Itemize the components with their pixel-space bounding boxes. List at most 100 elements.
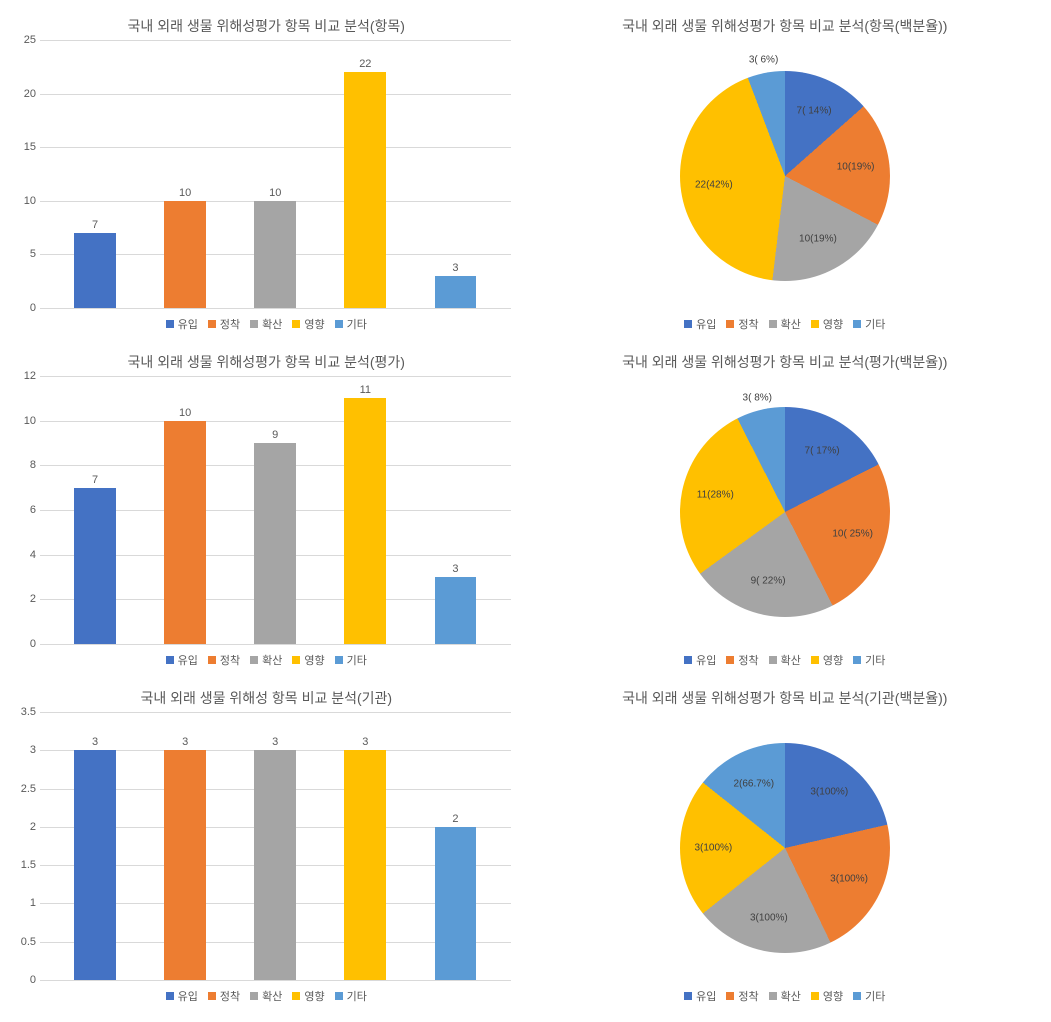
legend-swatch xyxy=(684,656,692,664)
ytick-label: 15 xyxy=(12,141,36,153)
legend-label: 영향 xyxy=(823,988,843,1004)
bar-value-label: 11 xyxy=(360,384,371,396)
bar: 3 xyxy=(419,262,491,308)
ytick-label: 0 xyxy=(12,638,36,650)
legend-label: 유입 xyxy=(696,988,716,1004)
ytick-label: 25 xyxy=(12,34,36,46)
bar-rect xyxy=(164,201,206,308)
legend-swatch xyxy=(335,992,343,1000)
legend: 유입정착확산영향기타 xyxy=(529,648,1042,676)
pie-slice-label: 7( 14%) xyxy=(797,105,832,116)
pie-plot-area: 7( 14%)10(19%)10(19%)22(42%)3( 6%) xyxy=(529,40,1042,312)
legend-swatch xyxy=(166,320,174,328)
legend-swatch xyxy=(853,656,861,664)
pie-chart-1: 국내 외래 생물 위해성평가 항목 비교 분석(항목(백분율)) 7( 14%)… xyxy=(529,10,1042,340)
legend-swatch xyxy=(335,656,343,664)
legend-label: 영향 xyxy=(304,316,324,332)
chart-title: 국내 외래 생물 위해성평가 항목 비교 분석(항목) xyxy=(10,16,523,36)
legend-label: 영향 xyxy=(304,652,324,668)
bar-rect xyxy=(254,443,296,644)
bar: 3 xyxy=(239,736,311,980)
bar: 9 xyxy=(239,429,311,644)
chart-title: 국내 외래 생물 위해성평가 항목 비교 분석(기관(백분율)) xyxy=(529,688,1042,708)
legend-item: 확산 xyxy=(769,652,801,668)
ytick-label: 4 xyxy=(12,549,36,561)
bar: 10 xyxy=(149,187,221,308)
legend-label: 확산 xyxy=(262,652,282,668)
bar-plot-area: 051015202571010223 xyxy=(40,40,511,308)
legend-swatch xyxy=(726,320,734,328)
legend-swatch xyxy=(769,656,777,664)
ytick-label: 10 xyxy=(12,195,36,207)
chart-title: 국내 외래 생물 위해성평가 항목 비교 분석(평가(백분율)) xyxy=(529,352,1042,372)
legend-label: 유입 xyxy=(696,652,716,668)
bar-rect xyxy=(435,827,477,980)
pie-slice-label: 3(100%) xyxy=(694,843,732,854)
legend: 유입 정착 확산 영향 기타 xyxy=(10,648,523,676)
bar: 7 xyxy=(59,219,131,308)
legend-item: 유입 xyxy=(684,988,716,1004)
bar: 11 xyxy=(329,384,401,644)
bar-rect xyxy=(74,750,116,980)
legend-swatch xyxy=(208,992,216,1000)
legend-swatch xyxy=(684,320,692,328)
legend-label: 기타 xyxy=(347,988,367,1004)
legend-label: 확산 xyxy=(262,316,282,332)
legend-item: 확산 xyxy=(250,316,282,332)
ytick-label: 6 xyxy=(12,504,36,516)
legend-item: 확산 xyxy=(769,316,801,332)
legend-item: 영향 xyxy=(811,316,843,332)
bar: 2 xyxy=(419,813,491,980)
legend-item: 기타 xyxy=(853,652,885,668)
ytick-label: 3.5 xyxy=(12,706,36,718)
bar-rect xyxy=(435,276,477,308)
bar-value-label: 3 xyxy=(92,736,98,748)
legend-swatch xyxy=(166,656,174,664)
bar-rect xyxy=(164,750,206,980)
bar-value-label: 3 xyxy=(272,736,278,748)
legend-label: 정착 xyxy=(220,988,240,1004)
bar-chart-3: 국내 외래 생물 위해성 항목 비교 분석(기관) 00.511.522.533… xyxy=(10,682,523,1012)
legend-item: 유입 xyxy=(684,316,716,332)
bar: 7 xyxy=(59,474,131,644)
legend-item: 정착 xyxy=(726,316,758,332)
legend-label: 영향 xyxy=(304,988,324,1004)
pie-slice-label: 11(28%) xyxy=(697,490,734,501)
bar-value-label: 3 xyxy=(362,736,368,748)
legend-item: 확산 xyxy=(250,652,282,668)
legend-label: 정착 xyxy=(220,652,240,668)
legend-item: 정착 xyxy=(208,988,240,1004)
pie: 7( 14%)10(19%)10(19%)22(42%)3( 6%) xyxy=(680,71,890,281)
pie-slice-label: 3(100%) xyxy=(810,787,848,798)
legend-item: 정착 xyxy=(208,652,240,668)
legend-item: 유입 xyxy=(166,652,198,668)
legend-label: 확산 xyxy=(781,988,801,1004)
legend-label: 기타 xyxy=(865,988,885,1004)
legend-label: 영향 xyxy=(823,316,843,332)
bars-container: 7109 11 3 xyxy=(40,376,511,644)
bar: 10 xyxy=(149,407,221,644)
pie-slice-label: 3(100%) xyxy=(750,912,788,923)
ytick-label: 1.5 xyxy=(12,859,36,871)
bar-value-label: 10 xyxy=(179,187,191,199)
legend: 유입정착확산영향기타 xyxy=(10,312,523,340)
legend-item: 기타 xyxy=(335,316,367,332)
pie-slice-label: 22(42%) xyxy=(695,179,733,190)
legend-label: 기타 xyxy=(347,316,367,332)
ytick-label: 8 xyxy=(12,459,36,471)
bar-chart-1: 국내 외래 생물 위해성평가 항목 비교 분석(항목) 051015202571… xyxy=(10,10,523,340)
pie-plot-area: 3(100%)3(100%)3(100%)3(100%)2(66.7%) xyxy=(529,712,1042,984)
gridline xyxy=(40,644,511,645)
legend-item: 기타 xyxy=(335,652,367,668)
legend-swatch xyxy=(684,992,692,1000)
legend-swatch xyxy=(811,320,819,328)
legend-swatch xyxy=(811,656,819,664)
pie-slice-label: 9( 22%) xyxy=(751,576,786,587)
chart-title: 국내 외래 생물 위해성 항목 비교 분석(기관) xyxy=(10,688,523,708)
bars-container: 33332 xyxy=(40,712,511,980)
bar-value-label: 10 xyxy=(269,187,281,199)
bar-value-label: 22 xyxy=(359,58,371,70)
bar-value-label: 3 xyxy=(452,563,458,575)
legend-item: 영향 xyxy=(292,652,324,668)
legend-label: 기타 xyxy=(865,652,885,668)
